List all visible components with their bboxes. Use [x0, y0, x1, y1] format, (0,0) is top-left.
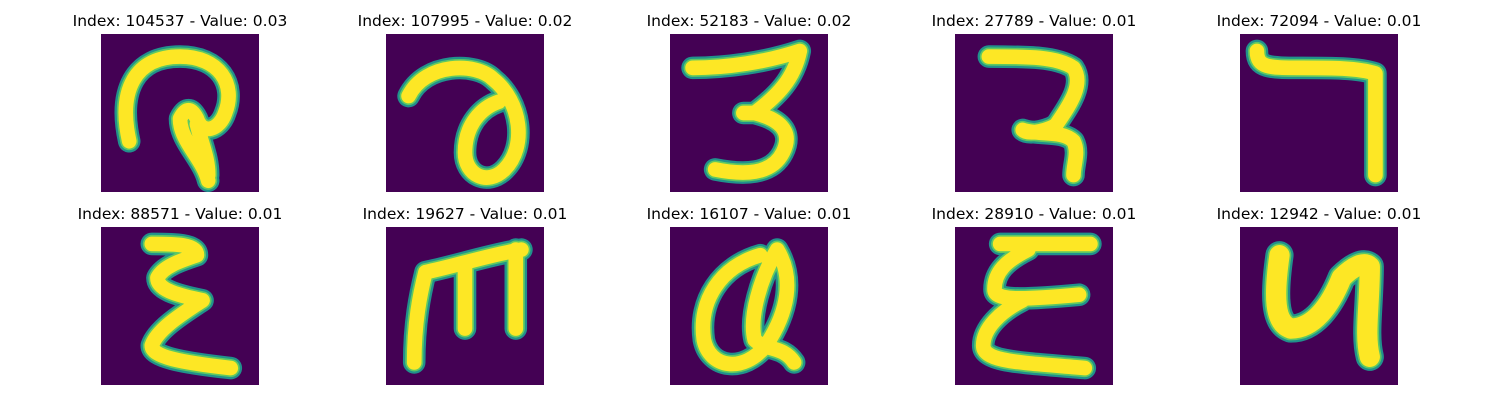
glyph-image [955, 34, 1113, 192]
glyph-image [955, 227, 1113, 385]
glyph-stroke [685, 43, 808, 180]
glyph-stroke [118, 49, 236, 189]
panel-title: Index: 52183 - Value: 0.02 [646, 12, 852, 30]
panel-title: Index: 27789 - Value: 0.01 [931, 12, 1137, 30]
curved-hook-loop-icon [397, 56, 530, 189]
glyph-stroke [144, 236, 239, 376]
panel-title: Index: 72094 - Value: 0.01 [1216, 12, 1422, 30]
glyph-image [1240, 227, 1398, 385]
epsilon-shape-icon [971, 232, 1102, 380]
sigma-shape-icon [140, 232, 243, 380]
glyph-image [386, 227, 544, 385]
curl-loop-down-icon [114, 45, 240, 192]
glyph-image [670, 227, 828, 385]
glyph-stroke [401, 60, 526, 185]
panel-title: Index: 107995 - Value: 0.02 [357, 12, 573, 30]
hooked-two-shape-icon [977, 45, 1089, 187]
panel-title: Index: 16107 - Value: 0.01 [646, 205, 852, 223]
panel-title: Index: 12942 - Value: 0.01 [1216, 205, 1422, 223]
glyph-stroke [981, 49, 1085, 183]
n-shape-icon [1262, 241, 1384, 371]
glyph-image [1240, 34, 1398, 192]
panel-title: Index: 88571 - Value: 0.01 [77, 205, 283, 223]
seven-shape-icon [1245, 39, 1387, 187]
m-shape-icon [402, 238, 533, 374]
three-shape-icon [681, 39, 812, 184]
glyph-stroke [406, 242, 529, 370]
glyph-stroke [695, 242, 802, 372]
glyph-image [670, 34, 828, 192]
glyph-image [101, 227, 259, 385]
glyph-image [101, 34, 259, 192]
q-loop-shape-icon [691, 238, 806, 376]
glyph-stroke [975, 236, 1098, 376]
panel-title: Index: 104537 - Value: 0.03 [72, 12, 288, 30]
glyph-stroke [1249, 43, 1383, 183]
panel-title: Index: 19627 - Value: 0.01 [362, 205, 568, 223]
panel-title: Index: 28910 - Value: 0.01 [931, 205, 1137, 223]
glyph-stroke [1266, 245, 1380, 367]
glyph-image [386, 34, 544, 192]
